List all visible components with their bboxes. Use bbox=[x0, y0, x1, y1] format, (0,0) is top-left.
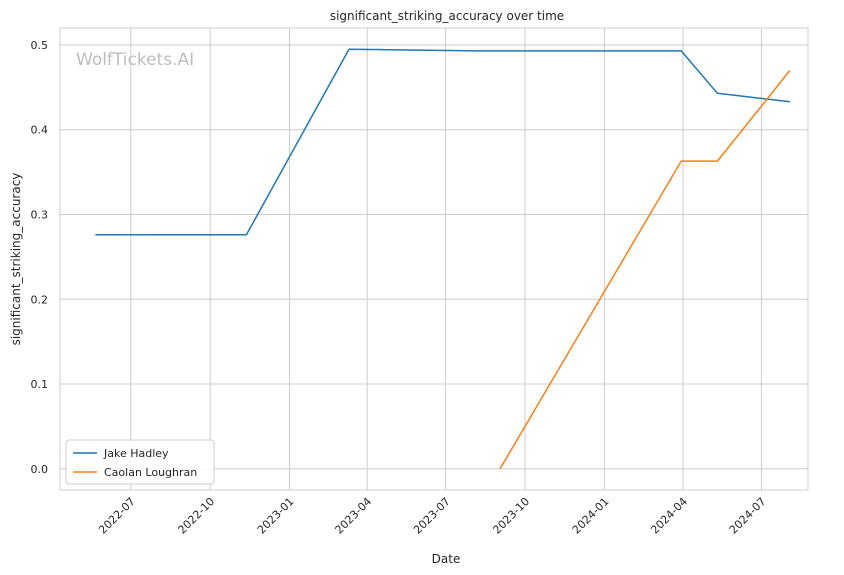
y-tick-label: 0.1 bbox=[31, 378, 49, 391]
y-tick-label: 0.3 bbox=[31, 208, 49, 221]
x-tick-label: 2023-10 bbox=[490, 495, 532, 537]
y-tick-label: 0.4 bbox=[31, 124, 49, 137]
y-axis-label: significant_striking_accuracy bbox=[9, 173, 23, 346]
x-tick-label: 2023-01 bbox=[255, 495, 297, 537]
y-tick-label: 0.5 bbox=[31, 39, 49, 52]
x-tick-label: 2022-10 bbox=[176, 495, 218, 537]
legend-label: Caolan Loughran bbox=[104, 466, 197, 479]
x-tick-label: 2024-07 bbox=[727, 495, 769, 537]
y-axis-ticks: 0.0 0.1 0.2 0.3 0.4 0.5 bbox=[31, 39, 49, 476]
y-tick-label: 0.0 bbox=[31, 463, 49, 476]
series-layer bbox=[95, 48, 791, 470]
legend: Jake Hadley Caolan Loughran bbox=[65, 439, 215, 485]
y-tick-label: 0.2 bbox=[31, 293, 49, 306]
x-tick-label: 2023-04 bbox=[333, 495, 375, 537]
x-tick-label: 2023-07 bbox=[411, 495, 453, 537]
legend-box bbox=[65, 439, 215, 485]
x-axis-ticks: 2022-07 2022-10 2023-01 2023-04 2023-07 2023-… bbox=[96, 495, 768, 537]
chart-title: significant_striking_accuracy over time bbox=[330, 9, 564, 23]
plot-frame bbox=[59, 27, 809, 491]
watermark-text: WolfTickets.AI bbox=[76, 50, 194, 70]
series-line-jake-hadley bbox=[95, 48, 790, 236]
grid bbox=[60, 28, 808, 490]
legend-label: Jake Hadley bbox=[103, 447, 169, 460]
series-line-caolan-loughran bbox=[499, 69, 791, 470]
x-tick-label: 2024-04 bbox=[648, 495, 690, 537]
x-axis-label: Date bbox=[432, 552, 461, 566]
x-tick-label: 2022-07 bbox=[96, 495, 138, 537]
x-tick-label: 2024-01 bbox=[570, 495, 612, 537]
